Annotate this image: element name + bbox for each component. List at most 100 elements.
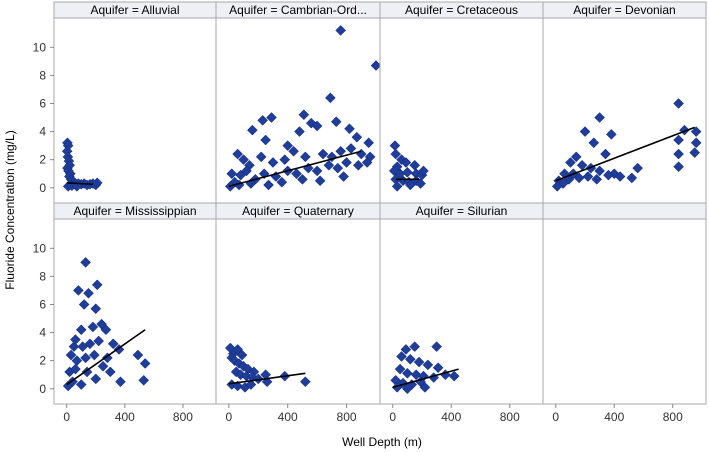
data-point — [594, 112, 605, 123]
data-point — [413, 356, 425, 368]
y-tick-label: 6 — [39, 297, 46, 311]
panel-data — [61, 137, 103, 192]
data-point — [87, 321, 99, 333]
data-point — [344, 123, 355, 135]
panel-strip-label: Aquifer = Devonian — [573, 3, 675, 17]
panel-grid: Aquifer = Alluvial Aquifer = Cambrian-Ord… — [53, 1, 707, 405]
data-point — [390, 148, 402, 160]
data-point — [80, 256, 91, 268]
y-tick-label: 8 — [39, 68, 46, 82]
panel-strip — [542, 1, 707, 19]
data-point — [90, 373, 102, 385]
y-tick-label: 2 — [39, 354, 46, 368]
data-point — [91, 279, 103, 291]
panel-frame — [542, 218, 707, 405]
panel-5: Aquifer = Mississippian — [53, 202, 217, 405]
data-point — [236, 349, 248, 361]
data-point — [266, 112, 277, 123]
data-point — [400, 344, 412, 355]
data-point — [104, 366, 116, 378]
x-tick-label: 800 — [173, 410, 193, 424]
data-point — [391, 181, 403, 192]
data-point — [300, 376, 311, 388]
data-point — [65, 349, 77, 361]
data-point — [394, 363, 406, 375]
data-point — [300, 151, 311, 163]
y-tick-label: 8 — [39, 269, 46, 283]
data-point — [363, 137, 374, 149]
data-point — [370, 60, 380, 71]
data-point — [138, 374, 150, 386]
data-point — [690, 137, 702, 149]
data-point — [311, 120, 323, 132]
data-point — [415, 178, 426, 189]
panel-data — [62, 256, 151, 392]
data-point — [88, 349, 100, 361]
data-point — [626, 172, 638, 184]
data-point — [448, 370, 460, 382]
x-tick-label: 400 — [604, 410, 624, 424]
data-point — [410, 369, 422, 381]
data-point — [70, 363, 81, 375]
data-point — [100, 324, 112, 336]
data-point — [72, 285, 84, 296]
data-point — [75, 324, 87, 336]
data-point — [673, 98, 684, 109]
data-point — [603, 169, 614, 181]
data-point — [68, 341, 80, 352]
data-point — [600, 148, 611, 160]
data-point — [132, 349, 144, 361]
data-point — [325, 92, 336, 104]
panel-data — [388, 140, 429, 192]
fit-line — [555, 126, 695, 182]
data-point — [298, 109, 310, 121]
data-point — [90, 303, 102, 315]
data-point — [83, 287, 94, 299]
data-point — [404, 179, 416, 191]
panel-strip-label: Aquifer = Silurian — [416, 204, 508, 218]
data-point — [432, 362, 444, 374]
data-point — [93, 335, 105, 347]
data-point — [107, 338, 119, 350]
x-tick-label: 800 — [663, 410, 683, 424]
data-point — [579, 126, 591, 137]
data-point — [351, 131, 363, 143]
data-point — [402, 166, 413, 178]
data-point — [311, 165, 323, 177]
x-tick-label: 400 — [115, 410, 135, 424]
x-tick-label: 0 — [63, 410, 70, 424]
data-point — [690, 126, 702, 137]
y-tick-label: 6 — [39, 96, 46, 110]
data-point — [402, 367, 413, 379]
data-point — [139, 358, 151, 369]
y-tick-label: 4 — [39, 125, 46, 139]
data-point — [418, 165, 429, 177]
data-point — [573, 172, 585, 184]
data-point — [673, 134, 684, 146]
data-point — [288, 145, 299, 157]
data-point — [294, 126, 305, 137]
data-point — [632, 162, 644, 174]
panel-data — [224, 25, 380, 192]
panel-6: Aquifer = Quaternary — [215, 202, 381, 405]
data-point — [255, 151, 267, 163]
data-point — [297, 173, 308, 185]
data-point — [80, 352, 91, 364]
data-point — [252, 373, 264, 385]
data-point — [260, 134, 271, 146]
data-point — [317, 148, 329, 160]
panel-2: Aquifer = Cambrian-Ord... — [215, 1, 381, 204]
x-tick-label: 400 — [441, 410, 461, 424]
panel-frame — [53, 17, 217, 204]
data-point — [335, 25, 347, 36]
panel-frame — [53, 218, 217, 405]
data-point — [400, 157, 412, 168]
fit-line — [228, 150, 362, 188]
data-point — [570, 151, 582, 163]
data-point — [422, 359, 434, 371]
panel-strip-label: Aquifer = Alluvial — [90, 3, 179, 17]
data-point — [267, 157, 279, 168]
data-point — [257, 114, 269, 126]
y-tick-label: 0 — [39, 382, 46, 396]
